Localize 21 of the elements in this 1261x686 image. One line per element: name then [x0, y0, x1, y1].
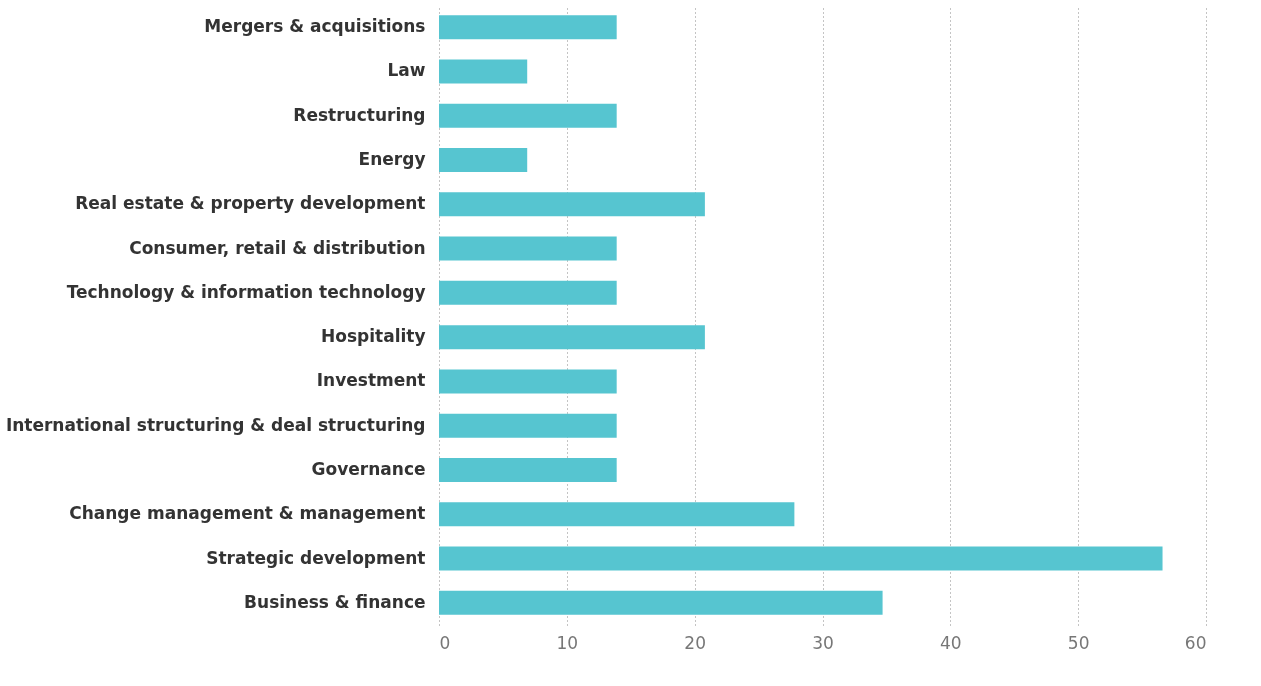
- y-tick-label: Hospitality: [321, 326, 426, 347]
- x-tick-label: 20: [684, 632, 706, 653]
- y-tick-label: Technology & information technology: [66, 281, 426, 302]
- y-tick-label: Strategic development: [206, 547, 426, 568]
- y-tick-label: Governance: [311, 459, 426, 479]
- y-tick-label: Real estate & property development: [75, 193, 426, 214]
- y-tick-label: Business & finance: [244, 591, 426, 612]
- x-tick-label: 40: [940, 632, 962, 653]
- x-tick-label: 60: [1184, 632, 1207, 653]
- y-tick-label: International structuring & deal structuring: [5, 414, 426, 435]
- y-tick-label: Consumer, retail & distribution: [129, 237, 426, 258]
- y-tick-label: Mergers & acquisitions: [204, 16, 426, 37]
- y-tick-label: Restructuring: [293, 104, 426, 125]
- x-tick-label: 0: [439, 632, 451, 653]
- x-tick-label: 30: [812, 632, 834, 653]
- x-tick-label: 10: [556, 632, 579, 653]
- y-tick-label: Investment: [316, 370, 426, 391]
- y-tick-label: Energy: [358, 149, 426, 169]
- y-tick-label: Law: [387, 60, 426, 81]
- x-tick-label: 50: [1067, 632, 1090, 653]
- y-tick-label: Change management & management: [69, 503, 426, 524]
